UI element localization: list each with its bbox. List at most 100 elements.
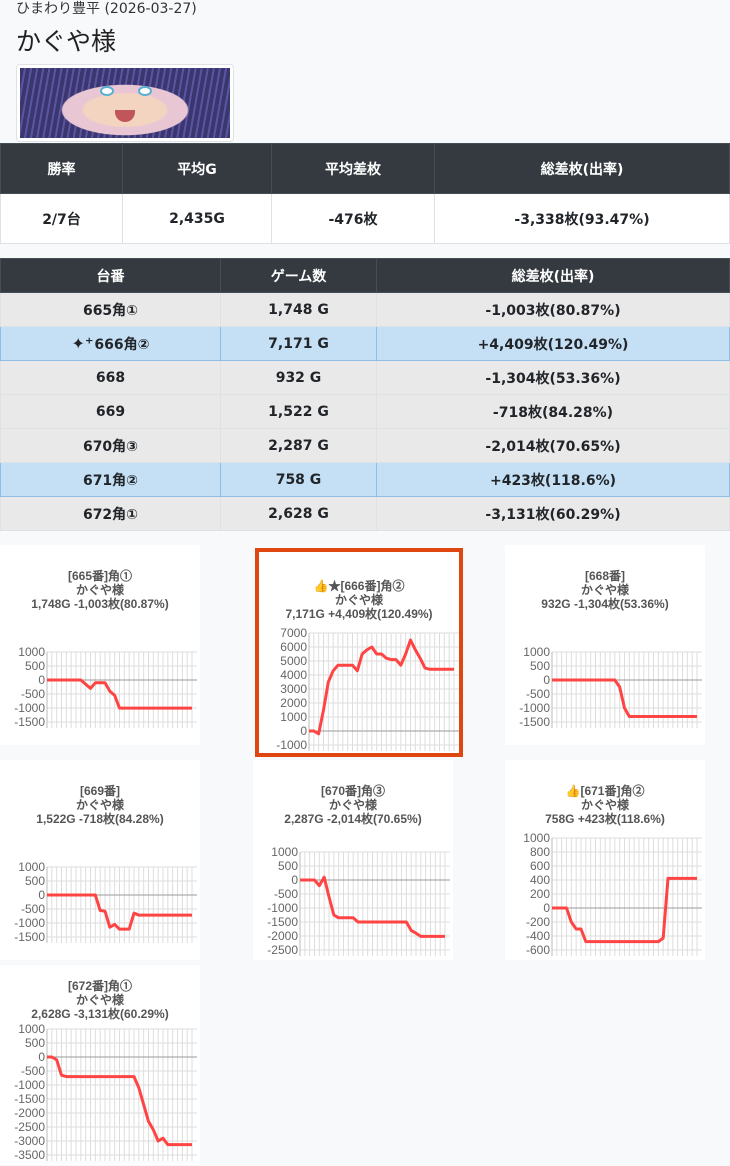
y-tick-label: -600	[526, 943, 550, 957]
y-tick-label: 6000	[280, 640, 307, 654]
y-tick-label: -1000	[14, 916, 45, 930]
games-cell: 2,628 G	[220, 496, 377, 531]
line-chart: 10005000-500-1000-1500-2000-2500-3000-35…	[14, 1022, 197, 1162]
chart-title-line3: 932G -1,304枚(53.36%)	[541, 597, 669, 611]
machine-number: 669	[95, 403, 126, 420]
machine-number: 666角②	[94, 336, 150, 353]
y-tick-label: -1000	[14, 1078, 45, 1092]
y-tick-label: 600	[530, 859, 550, 873]
diff-cell: -3,131枚(60.29%)	[376, 496, 730, 531]
summary-table: 勝率 平均G 平均差枚 総差枚(出率) 2/7台 2,435G -476枚 -3…	[0, 143, 730, 244]
y-tick-label: 0	[38, 1050, 45, 1064]
y-tick-label: 200	[530, 887, 550, 901]
y-tick-label: 500	[530, 659, 550, 673]
chart-title-line1: 👍[671番]角②	[565, 784, 645, 798]
chart-card: [668番] かぐや様 932G -1,304枚(53.36%) 1000 500 0 -5…	[505, 545, 705, 745]
table-row: 669 1,522 G -718枚(84.28%)	[0, 394, 730, 429]
y-tick-label: -2000	[14, 1106, 45, 1120]
table-row: 670角③ 2,287 G -2,014枚(70.65%)	[0, 428, 730, 463]
page-title: かぐや様	[16, 27, 117, 56]
y-tick-label: 1000	[271, 845, 298, 859]
series-line	[47, 678, 192, 710]
y-tick-label: -200	[526, 915, 550, 929]
table-row: 671角② 758 G +423枚(118.6%)	[0, 462, 730, 497]
machine-number: 665角①	[82, 302, 139, 319]
chart-title-line2: かぐや様	[580, 583, 629, 597]
sparkles-icon: ✦⁺	[71, 333, 94, 353]
y-tick-label: -2000	[267, 929, 298, 943]
y-tick-label: 0	[543, 901, 550, 915]
diff-cell: -2,014枚(70.65%)	[376, 428, 730, 463]
chart-title-line3: 2,628G -3,131枚(60.29%)	[31, 1007, 169, 1021]
y-tick-label: -1000	[276, 738, 307, 752]
games-cell: 1,522 G	[220, 394, 377, 429]
y-tick-label: -1000	[519, 701, 550, 715]
chart-title-line2: かぐや様	[75, 798, 124, 812]
y-tick-label: -2500	[14, 1120, 45, 1134]
machine-number-cell: 665角①	[0, 292, 221, 327]
banner-image-frame	[16, 64, 234, 142]
character-image	[20, 68, 230, 138]
chart-title-line3: 758G +423枚(118.6%)	[545, 812, 665, 826]
games-cell: 758 G	[220, 462, 377, 497]
y-tick-label: -3000	[14, 1134, 45, 1148]
diff-cell: -718枚(84.28%)	[376, 394, 730, 429]
diff-cell: -1,003枚(80.87%)	[376, 292, 730, 327]
chart-title: 👍[671番]角② かぐや様 758G +423枚(118.6%)	[505, 784, 705, 826]
y-tick-label: 1000	[280, 710, 307, 724]
chart-card: [669番] かぐや様 1,522G -718枚(84.28%) 1000 500 0 -5…	[0, 760, 200, 960]
machine-number: 671角②	[82, 472, 139, 489]
header-win-rate: 勝率	[0, 143, 123, 194]
table-row: 665角① 1,748 G -1,003枚(80.87%)	[0, 292, 730, 327]
chart-card: 👍[671番]角② かぐや様 758G +423枚(118.6%) 1000 800 60…	[505, 760, 705, 960]
chart-title-line2: かぐや様	[75, 583, 124, 597]
chart-title-line2: かぐや様	[580, 798, 629, 812]
avg-diff: -476枚	[271, 193, 435, 244]
machine-number-cell: 668	[0, 360, 221, 395]
chart-card: [670番]角③ かぐや様 2,287G -2,014枚(70.65%) 1000 50…	[253, 760, 453, 960]
chart-title-line3: 1,522G -718枚(84.28%)	[36, 812, 164, 826]
chart-title-line1: [668番]	[584, 569, 625, 583]
y-tick-label: 2000	[280, 696, 307, 710]
games-cell: 932 G	[220, 360, 377, 395]
header-machine-number: 台番	[0, 258, 221, 293]
subtitle: ひまわり豊平 (2026-03-27)	[16, 1, 197, 17]
chart-card: [665番]角① かぐや様 1,748G -1,003枚(80.87%) 1000 50…	[0, 545, 200, 745]
y-tick-label: -2500	[267, 943, 298, 957]
y-tick-label: -500	[274, 887, 298, 901]
y-tick-label: -1500	[267, 915, 298, 929]
header-total-diff: 総差枚(出率)	[434, 143, 730, 194]
y-tick-label: 500	[25, 1036, 45, 1050]
y-tick-label: -1000	[267, 901, 298, 915]
y-tick-label: -1500	[519, 715, 550, 729]
header-diff: 総差枚(出率)	[376, 258, 730, 293]
win-rate: 2/7台	[0, 193, 123, 244]
y-tick-label: 0	[543, 673, 550, 687]
series-line	[552, 678, 697, 719]
chart-title-line2: かぐや様	[328, 798, 377, 812]
y-tick-label: 0	[300, 724, 307, 738]
y-tick-label: -500	[21, 1064, 45, 1078]
chart-title: [670番]角③ かぐや様 2,287G -2,014枚(70.65%)	[253, 784, 453, 826]
y-tick-label: 4000	[280, 668, 307, 682]
table-row: 668 932 G -1,304枚(53.36%)	[0, 360, 730, 395]
total-diff: -3,338枚(93.47%)	[434, 193, 730, 244]
y-tick-label: 1000	[523, 831, 550, 845]
y-tick-label: 0	[291, 873, 298, 887]
machine-number: 668	[95, 369, 126, 386]
y-tick-label: -1500	[14, 1092, 45, 1106]
chart-title-line2: かぐや様	[334, 593, 383, 607]
chart-card: 👍★[666番]角② かぐや様 7,171G +4,409枚(120.49%) 700…	[255, 548, 463, 757]
chart-card: [672番]角① かぐや様 2,628G -3,131枚(60.29%) 1000 50…	[0, 965, 200, 1165]
chart-title: [665番]角① かぐや様 1,748G -1,003枚(80.87%)	[0, 569, 200, 611]
y-tick-label: -1500	[14, 930, 45, 944]
machine-number-cell: 672角①	[0, 496, 221, 531]
y-tick-label: 500	[25, 659, 45, 673]
machine-number-cell: 669	[0, 394, 221, 429]
y-tick-label: 400	[530, 873, 550, 887]
